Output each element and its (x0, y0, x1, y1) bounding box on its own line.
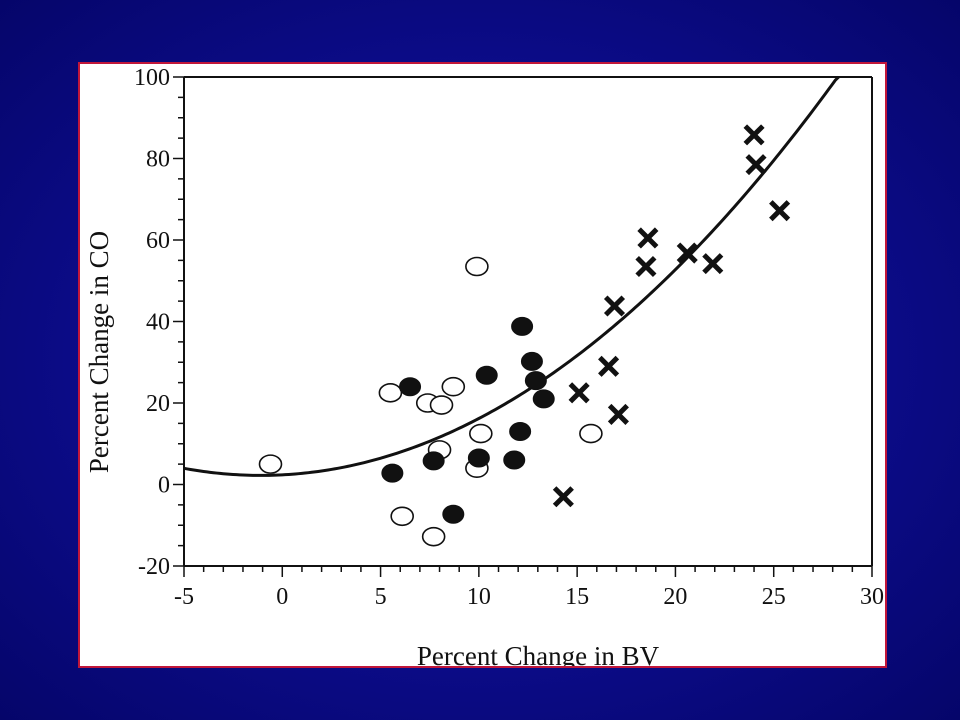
open-circle-point (579, 423, 603, 444)
tick-labels: -5 0 5 10 15 20 25 30 -20 0 20 40 60 80 100 (134, 65, 884, 610)
filled-circle-point (422, 451, 445, 471)
open-circle-point (378, 383, 403, 403)
y-tick-label: 0 (158, 473, 170, 499)
fit-curve-layer (183, 75, 840, 477)
cross-stroke (598, 355, 620, 377)
cross-stroke (769, 200, 791, 222)
open-circle-point (258, 454, 283, 474)
cross-point (598, 355, 620, 377)
cross-point (745, 154, 767, 176)
cross-point (702, 253, 724, 275)
axis-ticks (173, 76, 873, 577)
filled-circle-point (467, 448, 490, 468)
x-tick-label: 10 (467, 584, 491, 610)
cross-stroke (676, 242, 698, 264)
filled-circle-point (475, 365, 498, 385)
filled-circle-point (381, 463, 404, 483)
x-axis-title: Percent Change in BV (417, 641, 660, 666)
open-circle-point (390, 506, 414, 527)
open-circle-point (421, 526, 446, 547)
x-tick-label: 30 (860, 584, 884, 610)
x-tick-label: 5 (375, 584, 387, 610)
fit-curve (183, 75, 840, 477)
cross-point (568, 382, 590, 404)
x-tick-label: 20 (663, 584, 687, 610)
filled-circle-point (511, 316, 534, 336)
open-circle-point (429, 395, 454, 415)
filled-circle-point (520, 351, 543, 371)
x-tick-label: 0 (276, 584, 288, 610)
cross-stroke (568, 382, 590, 404)
y-tick-label: 100 (134, 65, 170, 91)
cross-stroke (637, 227, 659, 249)
y-tick-label: -20 (138, 554, 170, 580)
x-tick-label: 15 (565, 584, 589, 610)
filled-circle-point (442, 504, 465, 524)
data-points (258, 124, 791, 547)
cross-point (676, 242, 698, 264)
cross-point (637, 227, 659, 249)
open-circle-point (441, 376, 466, 397)
cross-point (552, 486, 574, 508)
filled-circle-point (524, 371, 547, 391)
y-tick-label: 80 (146, 147, 170, 173)
cross-point (743, 124, 765, 146)
cross-stroke (745, 154, 767, 176)
cross-stroke (552, 486, 574, 508)
x-tick-label: -5 (174, 584, 194, 610)
y-tick-label: 60 (146, 228, 170, 254)
y-axis-title: Percent Change in CO (84, 231, 114, 473)
open-circle-point (465, 256, 489, 277)
chart-panel: -5 0 5 10 15 20 25 30 -20 0 20 40 60 80 100 Percent Ch… (78, 62, 887, 668)
y-tick-label: 40 (146, 310, 170, 336)
cross-stroke (607, 403, 629, 425)
filled-circle-point (503, 450, 526, 470)
cross-stroke (603, 295, 626, 317)
cross-point (603, 295, 626, 317)
filled-circle-point (532, 389, 555, 409)
cross-stroke (743, 124, 765, 146)
y-tick-label: 20 (146, 391, 170, 417)
cross-stroke (702, 253, 724, 275)
scatter-chart: -5 0 5 10 15 20 25 30 -20 0 20 40 60 80 100 Percent Ch… (84, 65, 884, 666)
cross-stroke (635, 255, 657, 278)
filled-circle-point (509, 422, 532, 442)
cross-point (607, 403, 629, 425)
open-circle-point (469, 423, 493, 444)
filled-circle-point (399, 377, 422, 397)
x-tick-label: 25 (762, 584, 786, 610)
cross-point (769, 200, 791, 222)
cross-point (635, 255, 657, 278)
